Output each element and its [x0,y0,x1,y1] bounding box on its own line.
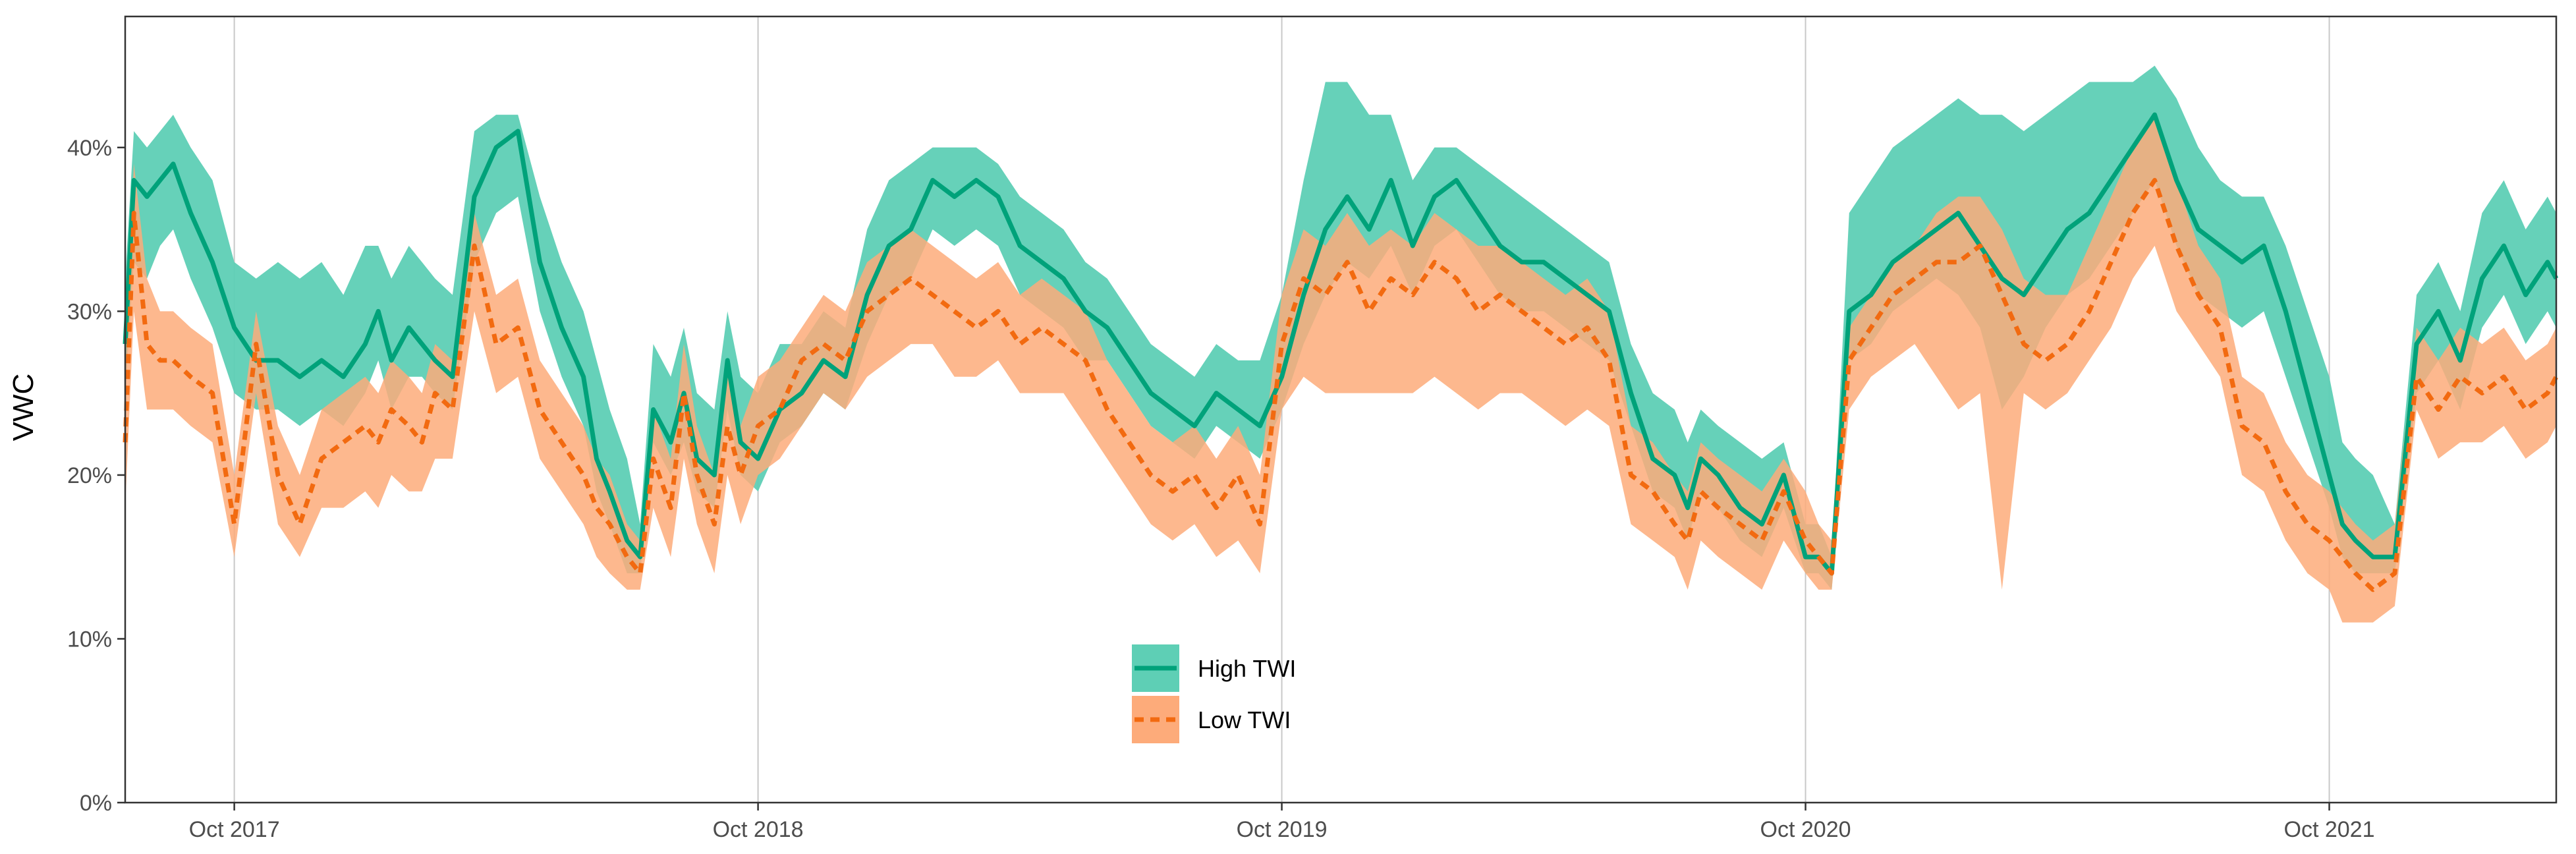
y-tick-label: 0% [80,791,112,816]
legend: High TWI Low TWI [1132,644,1296,743]
x-axis: Oct 2017 Oct 2018 Oct 2019 Oct 2020 Oct 2021 [189,803,2375,842]
y-tick-label: 40% [67,136,112,161]
y-tick-label: 20% [67,463,112,488]
y-tick-label: 30% [67,299,112,324]
high-twi-band [125,65,2556,590]
confidence-bands [125,65,2556,623]
low-twi-line [123,178,2559,592]
x-tick-label: Oct 2018 [713,817,804,842]
series-lines [123,112,2559,592]
low-twi-band [125,115,2556,623]
y-axis-title: VWC [7,374,40,441]
low-twi-legend-label: Low TWI [1198,706,1291,733]
y-axis: 0% 10% 20% 30% 40% [67,136,125,816]
x-tick-label: Oct 2020 [1760,817,1851,842]
x-tick-label: Oct 2021 [2284,817,2375,842]
panel-border [124,15,2558,804]
y-tick-label: 10% [67,627,112,652]
x-tick-label: Oct 2017 [189,817,280,842]
high-twi-legend-label: High TWI [1198,655,1296,682]
high-twi-line [123,112,2559,576]
x-tick-label: Oct 2019 [1237,817,1328,842]
